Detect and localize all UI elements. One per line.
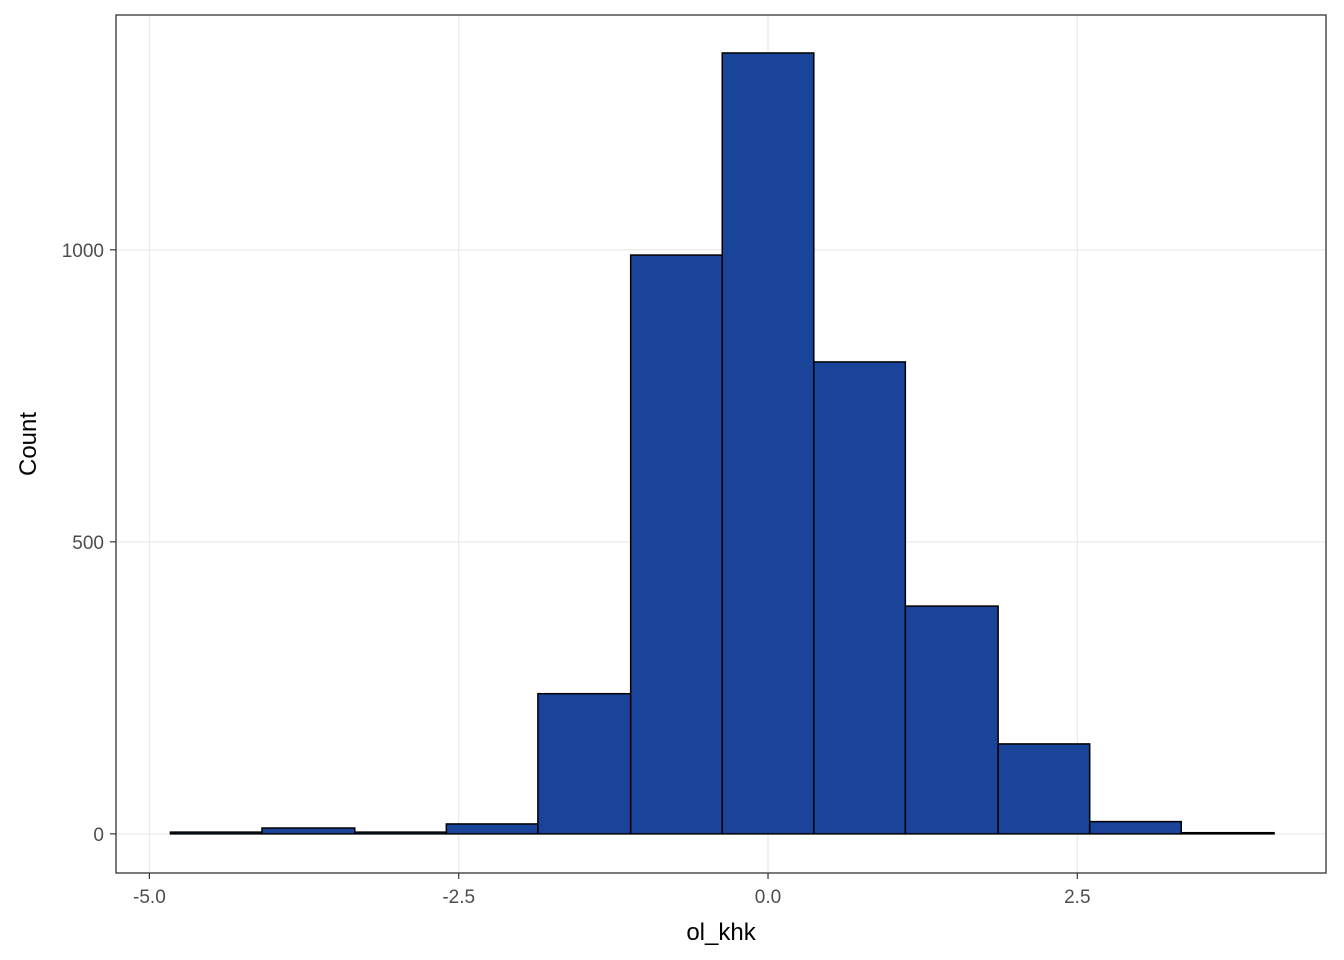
y-tick-label: 1000: [62, 241, 104, 262]
bar: [629, 254, 723, 835]
x-tick-label: -5.0: [133, 887, 166, 908]
plot-border: [115, 14, 1327, 874]
y-axis-title: Count: [15, 412, 42, 476]
bar: [997, 743, 1091, 835]
bar: [1088, 820, 1182, 835]
bar: [354, 831, 448, 835]
bar: [904, 605, 999, 835]
x-tick-label: 2.5: [1064, 887, 1090, 908]
bar: [169, 831, 263, 835]
y-tick-label: 0: [93, 825, 104, 846]
x-tick-label: 0.0: [755, 887, 781, 908]
bar: [721, 52, 815, 835]
bar: [445, 823, 539, 835]
bar: [261, 827, 356, 835]
x-tick-label: -2.5: [442, 887, 475, 908]
y-tick-label: 500: [72, 533, 104, 554]
bar: [1180, 831, 1275, 835]
bar: [537, 692, 632, 835]
bar: [813, 361, 907, 835]
x-axis-title: ol_khk: [686, 919, 756, 946]
